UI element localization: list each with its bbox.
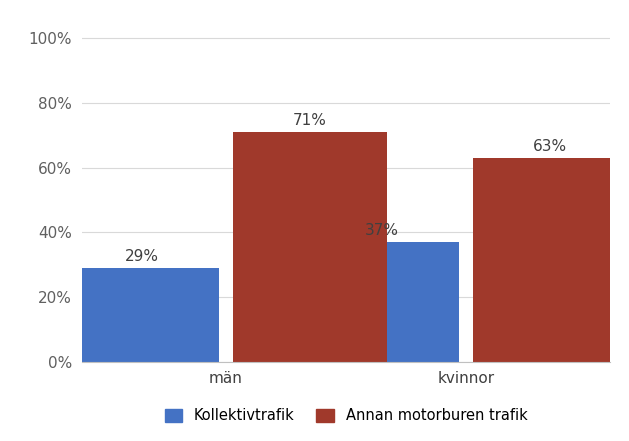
Bar xyxy=(305,242,459,362)
Text: 29%: 29% xyxy=(125,249,159,264)
Legend: Kollektivtrafik, Annan motorburen trafik: Kollektivtrafik, Annan motorburen trafik xyxy=(159,402,533,429)
Bar xyxy=(233,132,387,362)
Text: 63%: 63% xyxy=(533,138,567,153)
Bar xyxy=(473,158,627,362)
Text: 37%: 37% xyxy=(365,223,399,238)
Text: 71%: 71% xyxy=(293,113,327,128)
Bar xyxy=(65,268,219,362)
